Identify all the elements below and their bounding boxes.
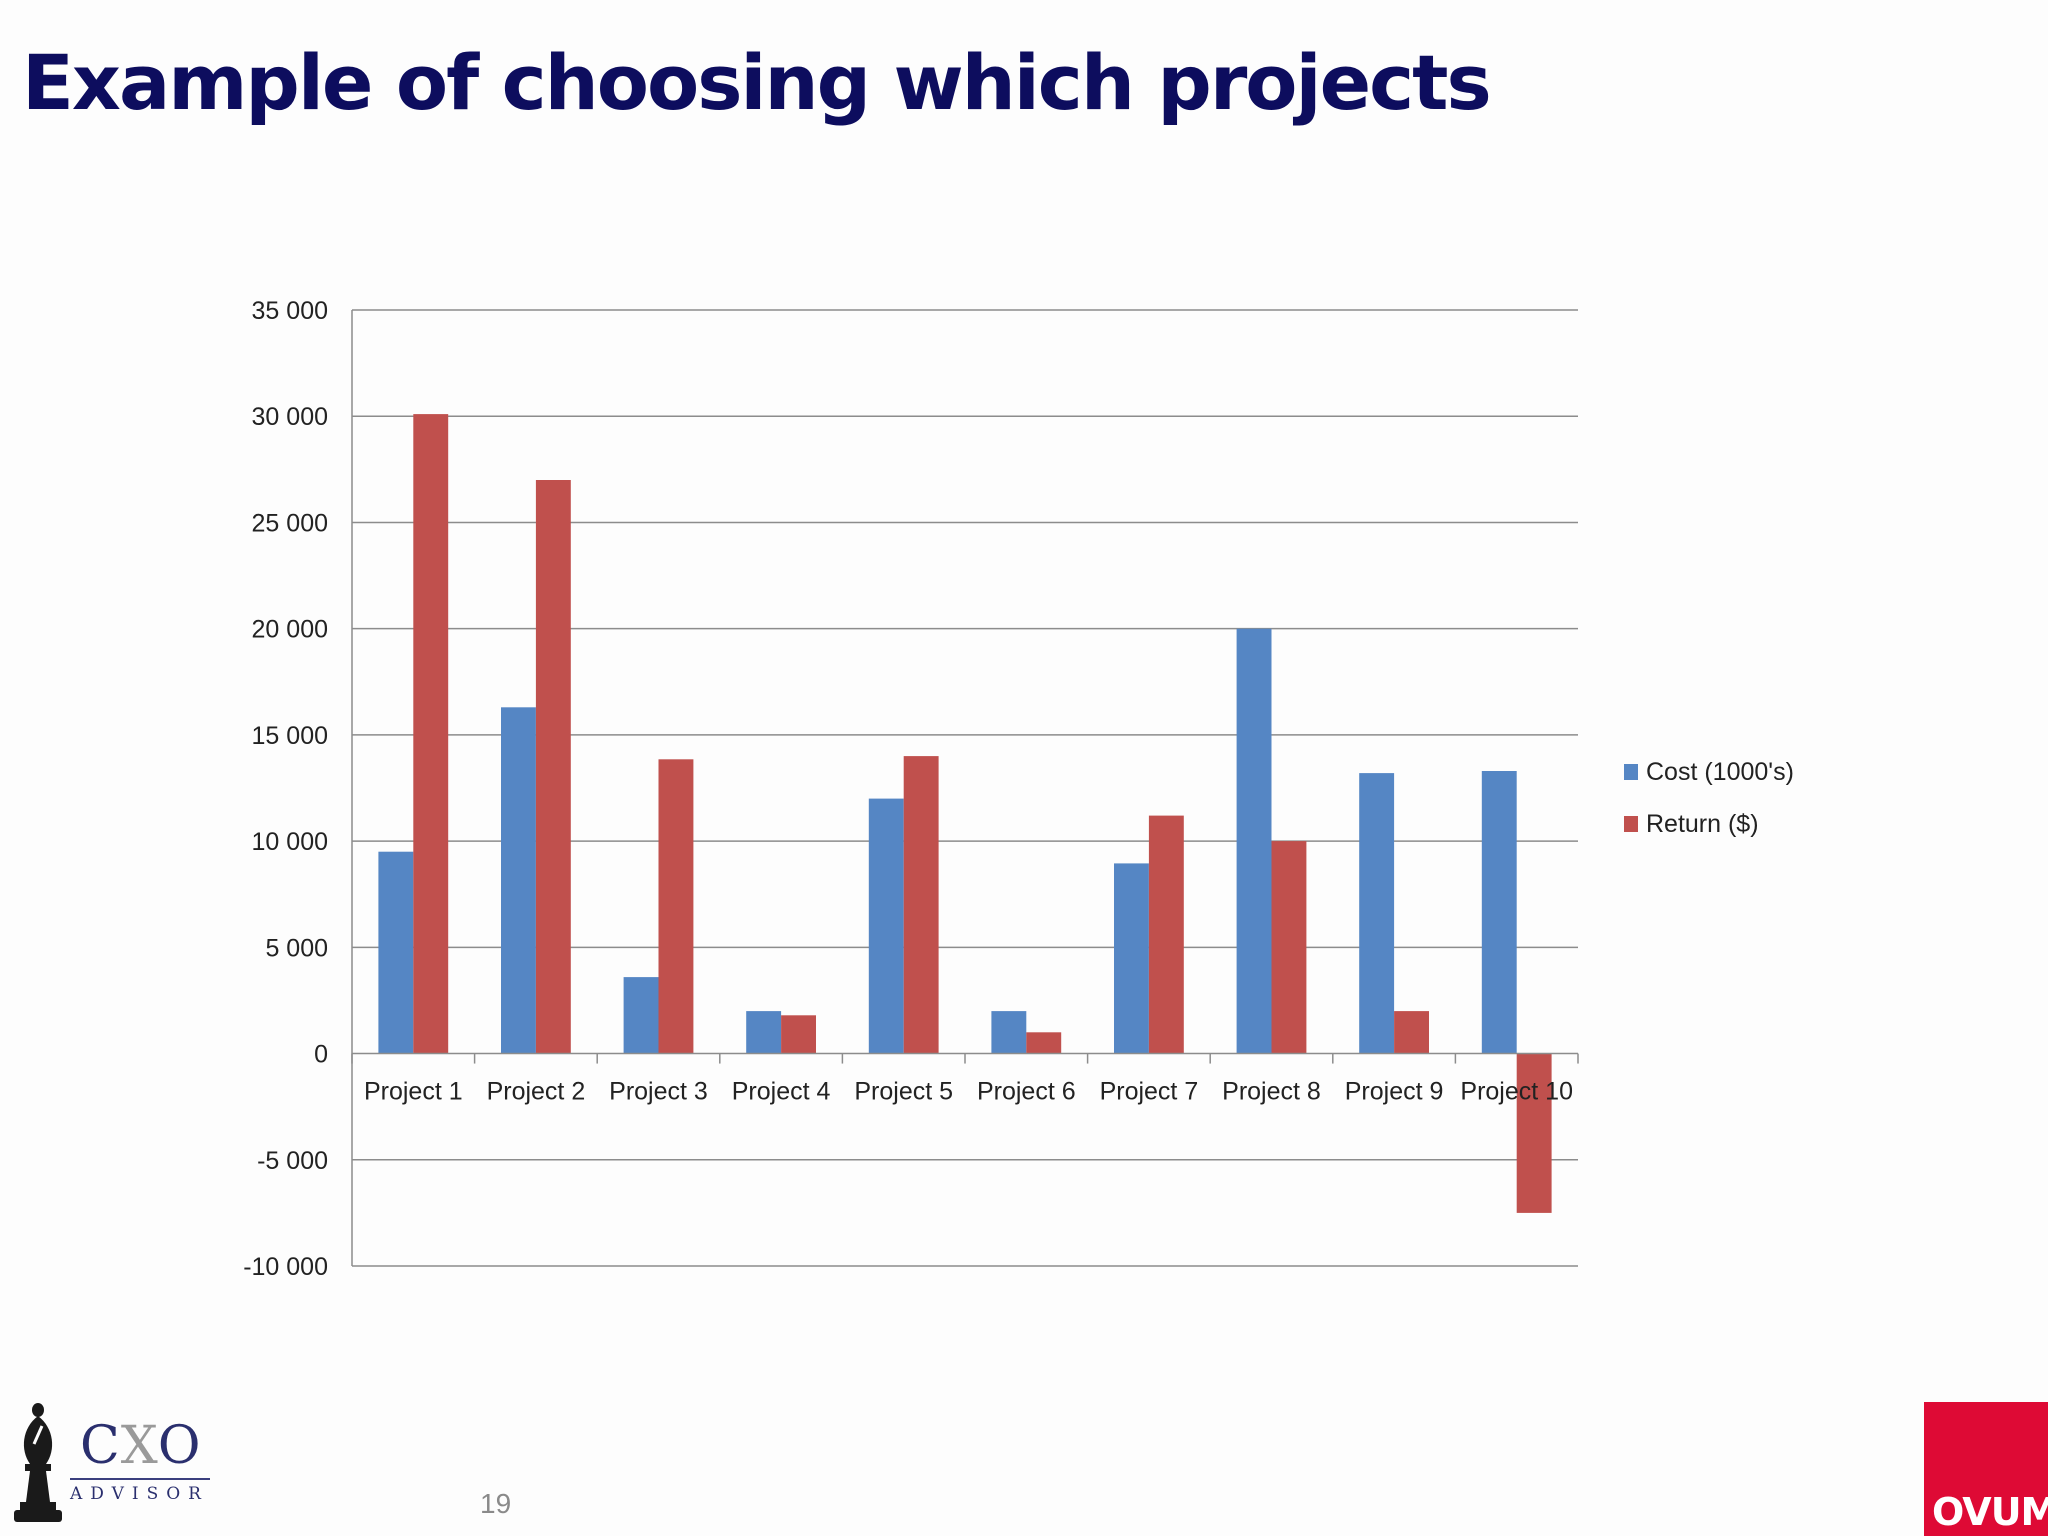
bar-return-10	[1516, 1053, 1552, 1213]
bar-cost-10	[1481, 771, 1517, 1054]
y-tick-label: 30 000	[252, 403, 328, 431]
bar-return-3	[658, 759, 694, 1054]
legend-label-return: Return ($)	[1646, 809, 1759, 838]
y-tick-label: 15 000	[252, 722, 328, 750]
bar-return-9	[1394, 1011, 1429, 1054]
legend-item-cost: Cost (1000's)	[1624, 746, 1794, 798]
x-category-label: Project 9	[1345, 1078, 1444, 1106]
legend-swatch-return	[1624, 816, 1638, 832]
y-tick-label: -10 000	[243, 1253, 328, 1281]
bar-cost-5	[868, 798, 904, 1054]
bar-return-5	[903, 756, 939, 1054]
bar-cost-9	[1359, 773, 1395, 1054]
bar-return-4	[781, 1015, 816, 1054]
x-category-label: Project 1	[364, 1078, 463, 1106]
legend-item-return: Return ($)	[1624, 798, 1794, 850]
legend-label-cost: Cost (1000's)	[1646, 757, 1794, 786]
y-tick-label: 35 000	[252, 297, 328, 325]
bar-cost-3	[623, 977, 659, 1054]
y-tick-label: 20 000	[252, 616, 328, 644]
x-category-label: Project 7	[1100, 1078, 1199, 1106]
bar-return-2	[535, 480, 571, 1054]
y-tick-label: -5 000	[257, 1147, 328, 1175]
slide-title: Example of choosing which projects	[22, 38, 1492, 127]
bar-cost-2	[501, 707, 536, 1054]
bar-cost-4	[746, 1011, 782, 1054]
bars	[378, 414, 1552, 1213]
legend-swatch-cost	[1624, 764, 1638, 780]
x-category-label: Project 10	[1460, 1078, 1573, 1106]
x-category-label: Project 6	[977, 1078, 1076, 1106]
chart-legend: Cost (1000's) Return ($)	[1624, 746, 1794, 850]
y-tick-label: 5 000	[265, 934, 328, 962]
bar-return-6	[1026, 1032, 1062, 1054]
bar-cost-7	[1114, 863, 1149, 1054]
bar-cost-8	[1236, 628, 1272, 1054]
y-tick-label: 0	[314, 1041, 328, 1069]
bar-return-7	[1148, 815, 1184, 1054]
bar-return-8	[1271, 841, 1307, 1054]
page-number: 19	[480, 1488, 512, 1519]
x-category-label: Project 3	[609, 1078, 708, 1106]
cxo-advisor-logo: CXO ADVISOR	[8, 1398, 218, 1530]
axis-labels: -10 000 -5 000 0 5 000 10 000 15 000 20 000 25 …	[243, 297, 1573, 1281]
x-category-label: Project 4	[732, 1078, 831, 1106]
cxo-wordmark: CXO	[80, 1416, 202, 1476]
bar-return-1	[413, 414, 449, 1054]
y-tick-label: 10 000	[252, 828, 328, 856]
x-category-label: Project 5	[854, 1078, 953, 1106]
bar-cost-1	[378, 851, 414, 1054]
ovum-wordmark: OVUM	[1932, 1490, 2048, 1534]
axes	[351, 310, 1579, 1266]
x-category-label: Project 8	[1222, 1078, 1321, 1106]
x-category-label: Project 2	[487, 1078, 586, 1106]
y-tick-label: 25 000	[252, 509, 328, 537]
bar-cost-6	[991, 1011, 1027, 1054]
cxo-advisor-subtitle: ADVISOR	[70, 1478, 210, 1504]
chess-bishop-icon	[14, 1403, 62, 1522]
ovum-logo: OVUM	[1924, 1402, 2048, 1536]
